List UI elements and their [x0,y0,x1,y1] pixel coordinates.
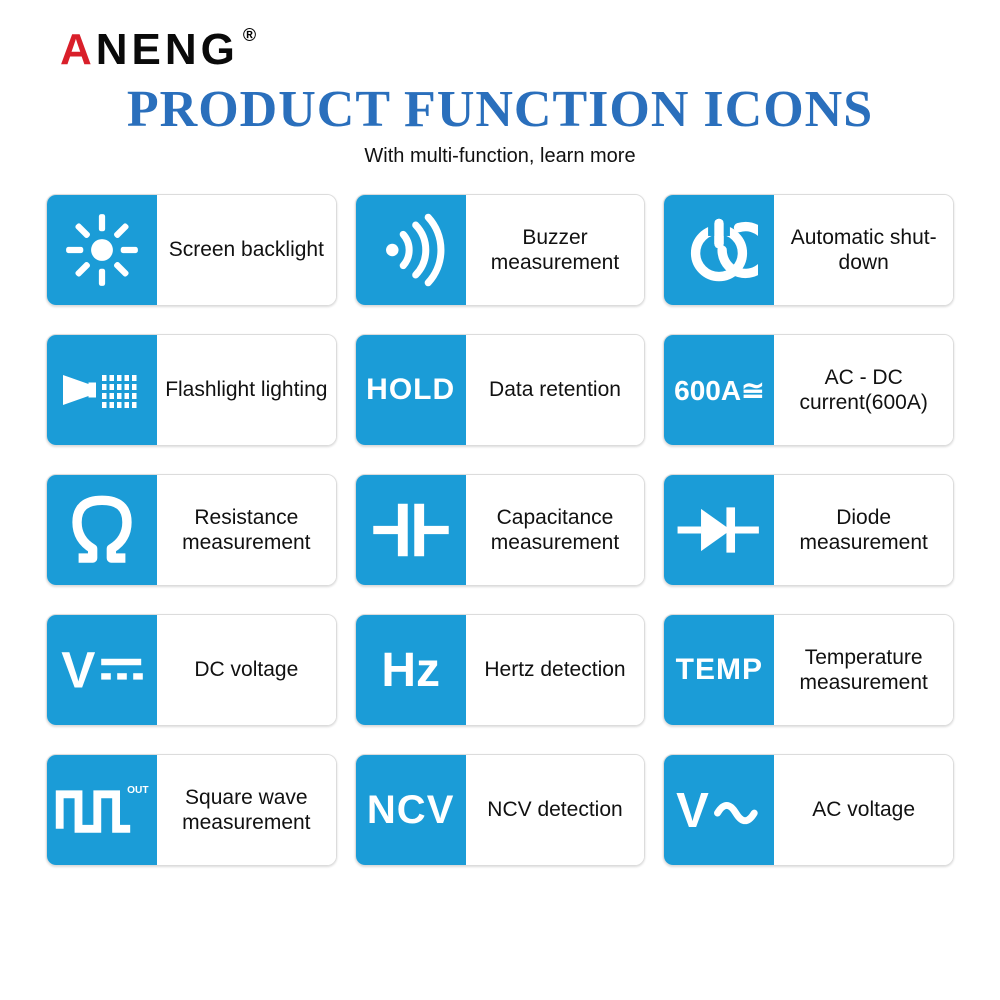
feature-label: Hertz detection [466,615,645,725]
feature-label: Automatic shut-down [774,195,953,305]
vdc-icon: V [47,615,157,725]
feature-card: V AC voltage [663,754,954,866]
feature-card: Buzzer measurement [355,194,646,306]
feature-card: NCVNCV detection [355,754,646,866]
feature-label: Flashlight lighting [157,335,336,445]
capacitor-icon [356,475,466,585]
brand-rest: NENG [96,25,239,74]
feature-label: Data retention [466,335,645,445]
feature-label: AC - DC current(600A) [774,335,953,445]
feature-label: Diode measurement [774,475,953,585]
brand-first-letter: A [60,25,96,74]
svg-text:V: V [61,642,95,699]
feature-card: Capacitance measurement [355,474,646,586]
feature-label: Temperature measurement [774,615,953,725]
feature-card: Screen backlight [46,194,337,306]
brand-logo: ANENG ® [60,28,960,72]
buzzer-icon [356,195,466,305]
svg-text:V: V [676,784,709,838]
page-subtitle: With multi-function, learn more [40,145,960,168]
feature-card: TEMPTemperature measurement [663,614,954,726]
feature-label: Resistance measurement [157,475,336,585]
600a-icon: 600A≅ [664,335,774,445]
hz-icon: Hz [356,615,466,725]
feature-label: Buzzer measurement [466,195,645,305]
feature-label: NCV detection [466,755,645,865]
feature-label: Square wave measurement [157,755,336,865]
feature-card: V DC voltage [46,614,337,726]
vac-icon: V [664,755,774,865]
feature-card: Diode measurement [663,474,954,586]
flashlight-icon [47,335,157,445]
feature-card: Flashlight lighting [46,334,337,446]
ncv-icon: NCV [356,755,466,865]
feature-label: Screen backlight [157,195,336,305]
feature-label: Capacitance measurement [466,475,645,585]
feature-card: 600A≅AC - DC current(600A) [663,334,954,446]
icon-grid: Screen backlight Buzzer measurement Auto… [40,194,960,866]
feature-label: AC voltage [774,755,953,865]
registered-icon: ® [243,26,256,44]
hold-icon: HOLD [356,335,466,445]
diode-icon [664,475,774,585]
feature-card: HOLDData retention [355,334,646,446]
feature-card: HzHertz detection [355,614,646,726]
square-icon: OUT [47,755,157,865]
feature-card: OUT Square wave measurement [46,754,337,866]
feature-label: DC voltage [157,615,336,725]
power-icon [664,195,774,305]
feature-card: Automatic shut-down [663,194,954,306]
feature-card: Resistance measurement [46,474,337,586]
ohm-icon [47,475,157,585]
brightness-icon [47,195,157,305]
temp-icon: TEMP [664,615,774,725]
svg-text:OUT: OUT [127,785,149,796]
page-title: PRODUCT FUNCTION ICONS [40,80,960,139]
